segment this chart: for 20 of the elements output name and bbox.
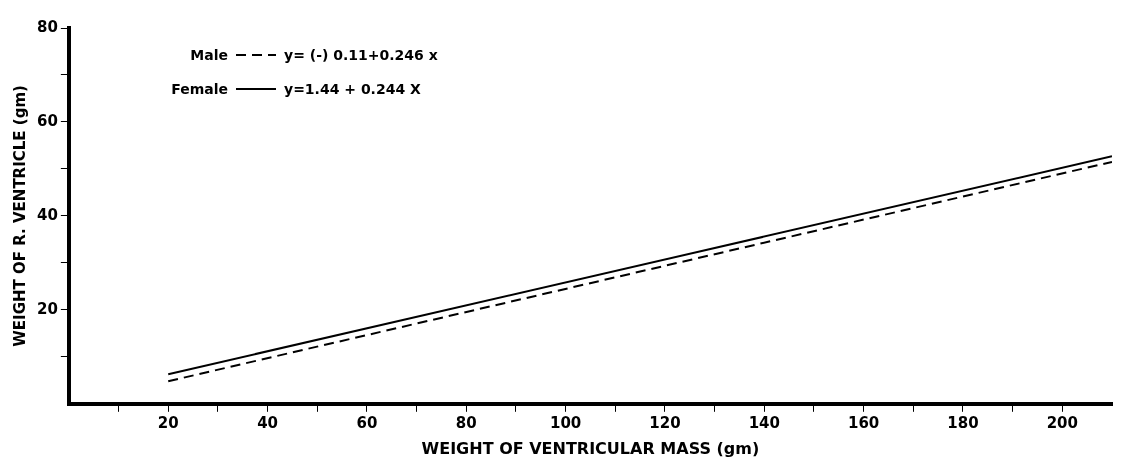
y-axis-title: WEIGHT OF R. VENTRICLE (gm) [10,85,29,347]
x-tick-label: 140 [748,413,780,432]
legend-label: Female [170,81,228,97]
x-tick-label: 160 [847,413,880,432]
x-tick-label: 20 [157,413,179,432]
x-axis-title: WEIGHT OF VENTRICULAR MASS (gm) [421,438,760,458]
x-tick-label: 120 [649,413,681,432]
x-tick-label: 60 [356,413,378,432]
x-tick-label: 200 [1046,413,1078,432]
x-tick-label: 180 [947,413,979,432]
y-tick-label: 60 [37,111,58,130]
y-tick-label: 80 [37,17,58,36]
annotation: y=1.44 + 0.244 X [284,81,421,97]
y-tick-label: 20 [37,299,58,318]
x-tick-label: 80 [455,413,477,432]
legend-label: Male [189,47,228,63]
annotation: y= (-) 0.11+0.246 x [284,47,438,63]
x-tick-label: 100 [549,413,582,432]
y-tick-label: 40 [37,205,58,224]
x-tick-label: 40 [257,413,278,432]
